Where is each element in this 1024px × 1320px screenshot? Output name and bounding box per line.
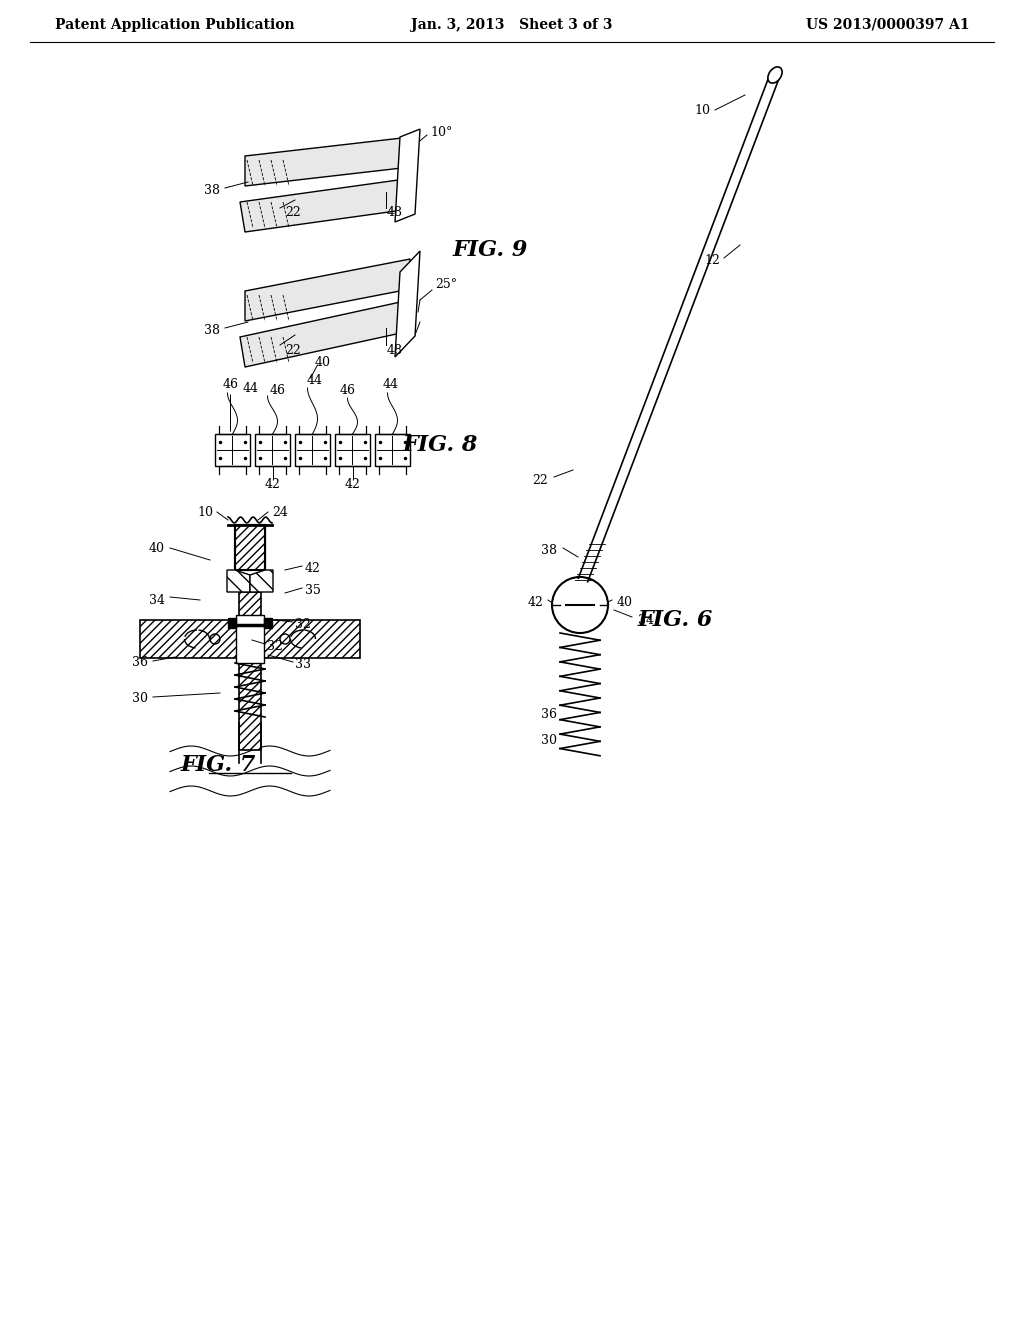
Text: 42: 42 [264,479,281,491]
Text: US 2013/0000397 A1: US 2013/0000397 A1 [807,18,970,32]
Text: 32: 32 [295,619,311,631]
Text: 44: 44 [243,381,258,395]
Text: 34: 34 [638,614,654,627]
Polygon shape [240,180,410,232]
Text: FIG. 7: FIG. 7 [180,754,256,776]
Text: 35: 35 [305,583,321,597]
Text: 33: 33 [295,659,311,672]
Text: 32: 32 [267,640,283,653]
Polygon shape [234,540,265,546]
Text: 42: 42 [344,479,360,491]
Polygon shape [250,570,273,591]
Text: 38: 38 [541,544,557,557]
Text: FIG. 9: FIG. 9 [453,239,527,261]
Polygon shape [140,620,360,657]
Polygon shape [234,525,265,570]
Polygon shape [234,556,265,562]
Polygon shape [245,259,410,321]
Text: 30: 30 [132,692,148,705]
Text: 38: 38 [204,323,220,337]
Text: FIG. 8: FIG. 8 [402,434,477,455]
Bar [215,434,250,466]
Text: 44: 44 [383,379,398,392]
Polygon shape [239,591,261,750]
Polygon shape [245,137,410,186]
Text: 46: 46 [222,379,239,392]
Text: 24: 24 [272,506,288,519]
Text: 48: 48 [387,343,403,356]
Text: 36: 36 [132,656,148,668]
Text: 46: 46 [340,384,355,396]
Polygon shape [236,615,264,663]
Text: 40: 40 [314,355,331,368]
Polygon shape [234,532,265,539]
Ellipse shape [768,67,782,83]
Text: 22: 22 [285,206,301,219]
Text: FIG. 6: FIG. 6 [637,609,713,631]
Bar [335,434,370,466]
Polygon shape [395,129,420,222]
Text: 48: 48 [387,206,403,219]
Text: Jan. 3, 2013   Sheet 3 of 3: Jan. 3, 2013 Sheet 3 of 3 [412,18,612,32]
Text: 30: 30 [541,734,557,747]
Text: 42: 42 [527,595,543,609]
Text: 22: 22 [532,474,548,487]
Text: Patent Application Publication: Patent Application Publication [55,18,295,32]
Polygon shape [234,564,265,570]
Text: 12: 12 [705,253,720,267]
Text: 10: 10 [197,506,213,519]
Text: 25°: 25° [435,279,457,292]
Polygon shape [227,570,250,591]
Polygon shape [264,618,272,628]
Polygon shape [234,524,265,531]
Text: 46: 46 [269,384,286,396]
Text: 44: 44 [306,374,323,387]
Text: 10: 10 [694,103,710,116]
Polygon shape [234,548,265,554]
Text: 36: 36 [541,709,557,722]
Bar [295,434,330,466]
Polygon shape [228,618,236,628]
Text: 10°: 10° [430,125,453,139]
Text: 34: 34 [150,594,165,606]
Text: 22: 22 [285,343,301,356]
Polygon shape [240,301,410,367]
Text: 40: 40 [617,595,633,609]
Text: 38: 38 [204,183,220,197]
Polygon shape [395,251,420,356]
Bar [255,434,290,466]
Text: 40: 40 [150,541,165,554]
Text: 42: 42 [305,561,321,574]
Bar [375,434,410,466]
